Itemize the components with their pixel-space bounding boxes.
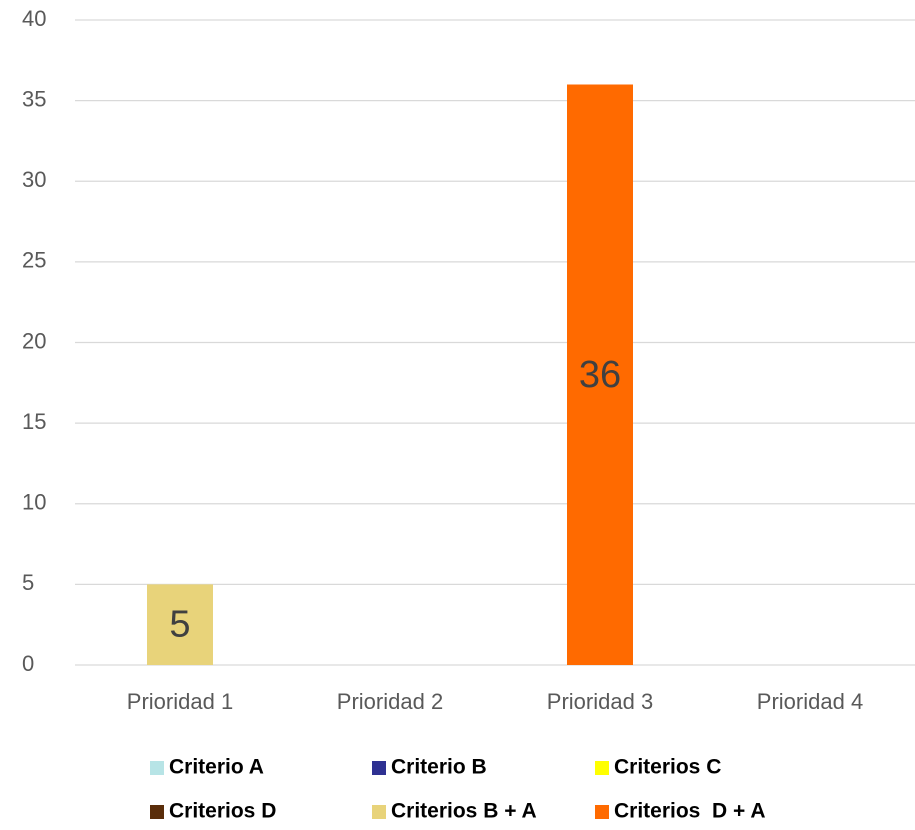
legend-swatch: [150, 761, 164, 775]
legend-swatch: [150, 805, 164, 819]
legend-label: Criterio B: [391, 756, 487, 779]
x-tick-label: Prioridad 1: [127, 689, 233, 714]
y-tick-label: 30: [22, 167, 46, 192]
legend-label: Criterios D + A: [614, 800, 766, 823]
y-tick-label: 5: [22, 570, 34, 595]
legend-label: Criterios B + A: [391, 800, 537, 823]
chart: 0 5 10 15 20 25 30 35 40 Prioridad 1 Prioridad 2 Pr…: [0, 0, 915, 830]
x-tick-label: Prioridad 2: [337, 689, 443, 714]
legend-swatch: [372, 761, 386, 775]
data-label: 36: [579, 354, 621, 396]
legend-label: Criterio A: [169, 756, 264, 779]
y-tick-label: 0: [22, 651, 34, 676]
y-tick-label: 10: [22, 490, 46, 515]
y-tick-label: 25: [22, 248, 46, 273]
data-label: 5: [169, 604, 190, 646]
y-tick-label: 20: [22, 328, 46, 353]
y-tick-label: 35: [22, 86, 46, 111]
y-tick-label: 40: [22, 6, 46, 31]
legend-swatch: [595, 761, 609, 775]
legend-label: Criterios D: [169, 800, 276, 823]
y-tick-label: 15: [22, 409, 46, 434]
x-tick-label: Prioridad 4: [757, 689, 863, 714]
legend-swatch: [595, 805, 609, 819]
legend-swatch: [372, 805, 386, 819]
legend-label: Criterios C: [614, 756, 721, 779]
x-tick-label: Prioridad 3: [547, 689, 653, 714]
